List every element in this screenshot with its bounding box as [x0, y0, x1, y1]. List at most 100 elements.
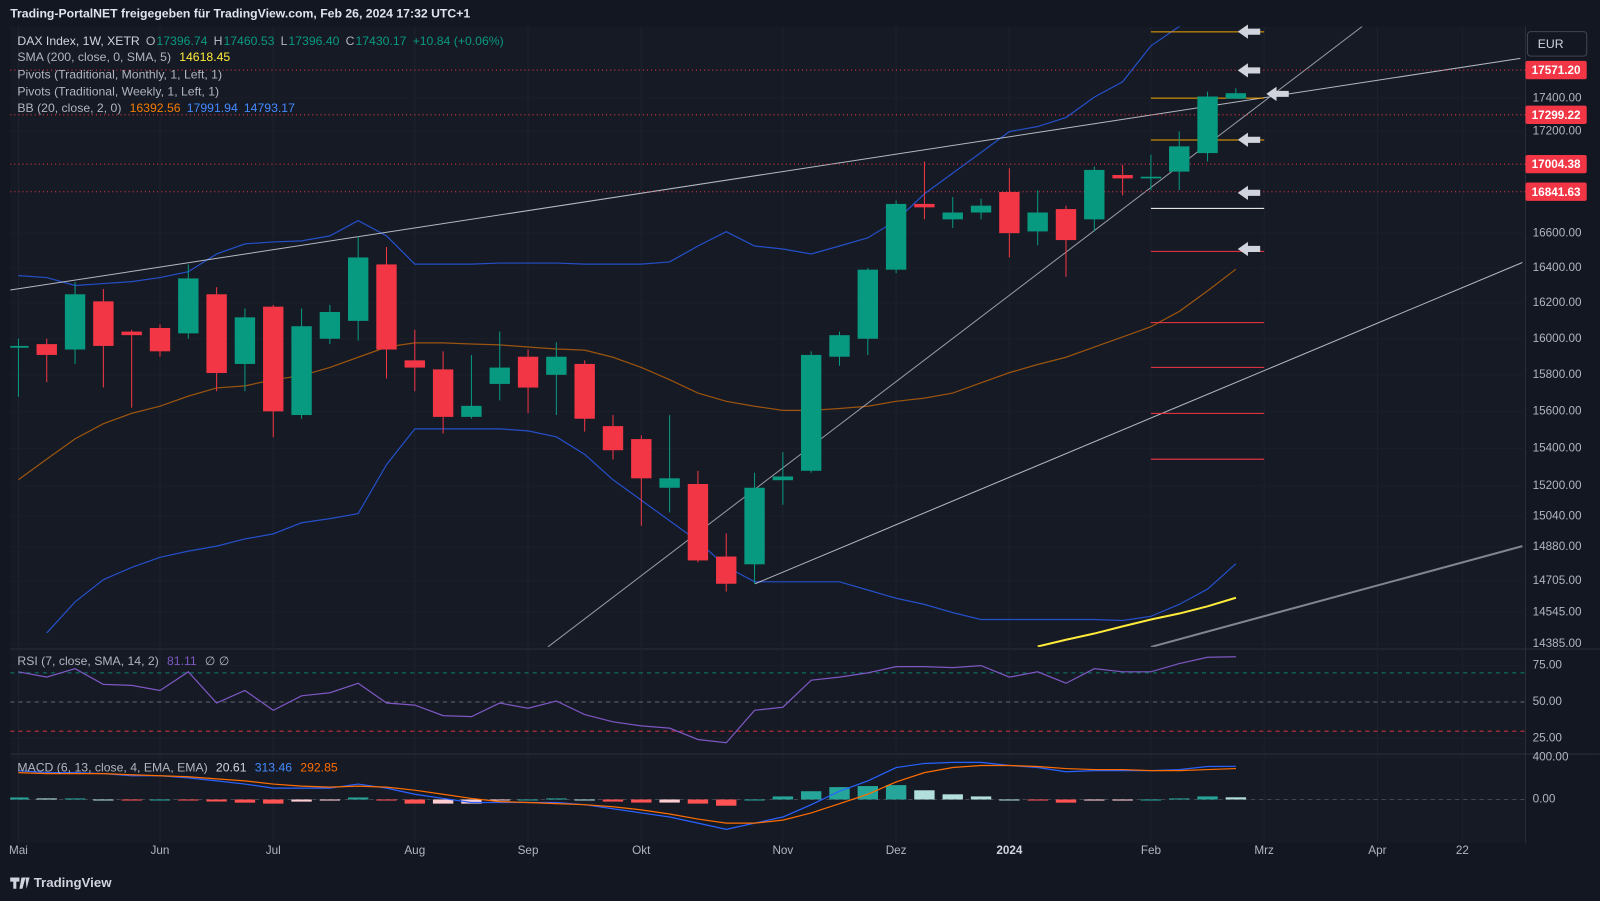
- x-tick-label: Dez: [886, 844, 907, 857]
- x-tick-label: Okt: [632, 844, 651, 857]
- rsi-pane: [10, 656, 1526, 744]
- histogram-bar: [461, 799, 482, 804]
- price-label: 17299.22: [1532, 109, 1581, 122]
- histogram-bar: [404, 799, 425, 804]
- currency-box[interactable]: [1527, 31, 1588, 57]
- histogram-bar: [574, 799, 595, 801]
- candle-body: [602, 426, 624, 451]
- histogram-bar: [121, 799, 142, 801]
- x-tick-label: Aug: [404, 844, 425, 857]
- candle-body: [376, 264, 397, 350]
- candle-body: [1055, 209, 1077, 241]
- histogram-bar: [999, 799, 1020, 801]
- candle-body: [93, 301, 114, 346]
- arrow: [1237, 63, 1261, 78]
- candle-body: [461, 405, 482, 417]
- histogram-bar: [263, 799, 284, 804]
- price-label-box: [1525, 154, 1587, 174]
- histogram-bar: [829, 787, 850, 800]
- histogram-bar: [206, 799, 227, 802]
- trendline: [754, 262, 1523, 585]
- trendline: [547, 26, 1363, 647]
- y-tick-label: 0.00: [1533, 793, 1556, 806]
- histogram-bar: [602, 799, 624, 802]
- candle-body: [489, 367, 510, 384]
- legend-item: BB (20, close, 2, 0): [17, 101, 121, 115]
- y-tick-label: 75.00: [1533, 659, 1563, 672]
- legend-item: Pivots (Traditional, Weekly, 1, Left, 1): [17, 85, 219, 99]
- candle-body: [1084, 169, 1105, 220]
- histogram-bar: [1140, 799, 1162, 801]
- price-pane: [10, 26, 1526, 647]
- x-tick-label: Mai: [9, 844, 28, 857]
- x-tick-label: Sep: [518, 844, 539, 857]
- y-tick-label: 16400.00: [1533, 261, 1582, 274]
- candle-body: [10, 345, 29, 348]
- candle-body: [829, 335, 850, 357]
- candle-body: [234, 317, 256, 364]
- legend-item: 292.85: [300, 761, 338, 775]
- y-tick-label: 14705.00: [1533, 574, 1582, 587]
- histogram-bar: [489, 799, 510, 801]
- candle-body: [1140, 176, 1162, 179]
- legend-row: SMA (200, close, 0, SMA, 5) 14618.45: [17, 50, 230, 64]
- candle-body: [885, 203, 907, 270]
- legend-row: MACD (6, 13, close, 4, EMA, EMA) 20.61 313…: [17, 761, 338, 775]
- trendline: [10, 57, 1521, 291]
- y-tick-label: 50.00: [1533, 695, 1563, 708]
- legend-item: 20.61: [216, 761, 247, 775]
- legend-item: 14618.45: [179, 50, 230, 64]
- histogram-bar: [10, 797, 29, 800]
- price-label-box: [1525, 60, 1587, 80]
- histogram-bar: [1225, 797, 1247, 800]
- y-tick-label: 15200.00: [1533, 479, 1582, 492]
- histogram-bar: [517, 799, 539, 801]
- arrow: [1237, 241, 1261, 257]
- candle-body: [914, 203, 935, 208]
- candle-body: [291, 326, 312, 416]
- histogram-bar: [64, 798, 86, 800]
- x-tick-label: Jul: [266, 844, 281, 857]
- histogram-bar: [1084, 799, 1105, 801]
- histogram-bar: [744, 799, 765, 801]
- legend-row: RSI (7, close, SMA, 14, 2) 81.11 ∅ ∅: [17, 654, 229, 668]
- candle-body: [631, 439, 652, 479]
- candle-body: [64, 294, 86, 350]
- candle-body: [687, 483, 709, 561]
- histogram-bar: [1055, 799, 1077, 803]
- x-tick-label: Apr: [1368, 844, 1386, 857]
- histogram-bar: [857, 786, 878, 800]
- y-tick-label: 400.00: [1533, 750, 1569, 763]
- candle-body: [574, 363, 595, 419]
- histogram-bar: [1197, 796, 1218, 800]
- histogram-bar: [432, 799, 454, 804]
- y-tick-label: 17200.00: [1533, 124, 1582, 137]
- symbol: DAX Index, 1W, XETR: [17, 34, 140, 48]
- histogram-bar: [546, 798, 567, 800]
- y-tick-label: 25.00: [1533, 732, 1563, 745]
- histogram-bar: [376, 799, 397, 801]
- histogram-bar: [970, 796, 992, 800]
- candle-body: [546, 356, 567, 375]
- share-header: Trading-PortalNET freigegeben für Tradin…: [10, 7, 470, 21]
- legend-item: +10.84 (+0.06%): [413, 34, 504, 48]
- histogram-bar: [659, 799, 680, 803]
- histogram-bar: [347, 797, 369, 800]
- legend-item: O: [146, 34, 156, 48]
- histogram-bar: [36, 798, 57, 800]
- y-tick-label: 16600.00: [1533, 226, 1582, 239]
- candle-body: [404, 360, 425, 368]
- legend-item: H: [214, 34, 223, 48]
- currency[interactable]: EUR: [1538, 37, 1564, 51]
- histogram-bar: [942, 794, 963, 800]
- legend-row: Pivots (Traditional, Weekly, 1, Left, 1): [17, 85, 219, 99]
- x-tick-label: Feb: [1141, 844, 1162, 857]
- y-tick-label: 16000.00: [1533, 332, 1582, 345]
- overlay-layer: EUR Mai Jun Jul Aug Sep Okt Nov Dez 2024 Feb Mrz Ap…: [9, 24, 1588, 857]
- y-tick-label: 14880.00: [1533, 540, 1582, 553]
- legend-item: 17991.94: [187, 101, 238, 115]
- legend-row: BB (20, close, 2, 0) 16392.56 17991.94 1479…: [17, 101, 295, 115]
- y-tick-label: 15800.00: [1533, 368, 1582, 381]
